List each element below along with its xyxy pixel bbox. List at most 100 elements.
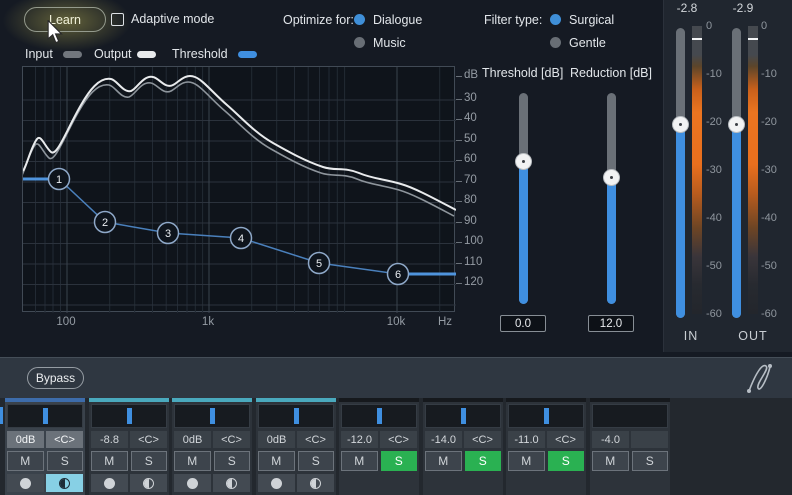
strip-pan-value[interactable]: <C>	[213, 431, 250, 448]
mute-button[interactable]: M	[7, 451, 44, 471]
strip-gain-slider[interactable]	[258, 404, 334, 428]
strip-gain-value[interactable]: -8.8	[91, 431, 128, 448]
solo-button[interactable]: S	[297, 451, 334, 471]
mono-channel-button[interactable]	[7, 474, 44, 492]
strip-pan-value[interactable]: <C>	[464, 431, 501, 448]
output-toggle[interactable]	[137, 51, 156, 58]
strip-gain-value[interactable]: -14.0	[425, 431, 462, 448]
strip-gain-handle[interactable]	[460, 408, 466, 424]
channel-strip[interactable]: -11.0 <C> M S	[506, 398, 586, 495]
bypass-button[interactable]: Bypass	[27, 367, 84, 389]
music-radio[interactable]	[354, 37, 365, 48]
dialogue-label: Dialogue	[373, 13, 423, 27]
mute-button[interactable]: M	[258, 451, 295, 471]
in-gain-slider-knob[interactable]	[672, 116, 689, 133]
mono-channel-button[interactable]	[174, 474, 211, 492]
threshold-toggle[interactable]	[238, 51, 257, 58]
strip-pan-value[interactable]: <C>	[547, 431, 584, 448]
threshold-curve[interactable]	[23, 178, 456, 275]
reduction-slider-knob[interactable]	[603, 169, 620, 186]
strip-gain-handle[interactable]	[42, 408, 48, 424]
channel-strip[interactable]: 0dB <C> M S	[256, 398, 336, 495]
channel-strip[interactable]: -14.0 <C> M S	[423, 398, 503, 495]
strip-gain-value[interactable]: -11.0	[508, 431, 545, 448]
mute-button[interactable]: M	[341, 451, 378, 471]
solo-button[interactable]: S	[380, 451, 417, 471]
svg-text:5: 5	[316, 258, 322, 270]
channel-strip[interactable]: -8.8 <C> M S	[89, 398, 169, 495]
learn-button[interactable]: Learn	[24, 7, 106, 32]
stereo-channel-button[interactable]	[46, 474, 83, 492]
strip-pan-value[interactable]: <C>	[130, 431, 167, 448]
mute-button[interactable]: M	[425, 451, 462, 471]
strip-gain-handle[interactable]	[209, 408, 215, 424]
reduction-slider[interactable]	[603, 93, 620, 304]
threshold-node[interactable]: 6	[386, 262, 410, 286]
mute-button[interactable]: M	[592, 451, 629, 471]
out-level-readout: -2.9	[732, 1, 754, 15]
strip-pan-value[interactable]: <C>	[46, 431, 83, 448]
channel-strip[interactable]: -12.0 <C> M S	[339, 398, 419, 495]
stereo-channel-button[interactable]	[213, 474, 250, 492]
reduction-value-field[interactable]: 12.0	[588, 315, 634, 332]
mono-channel-button[interactable]	[91, 474, 128, 492]
channel-strip[interactable]: 0dB <C> M S	[172, 398, 252, 495]
strip-gain-slider[interactable]	[7, 404, 83, 428]
threshold-value-field[interactable]: 0.0	[500, 315, 546, 332]
threshold-slider-knob[interactable]	[515, 153, 532, 170]
strip-gain-value[interactable]: 0dB	[258, 431, 295, 448]
solo-button[interactable]: S	[631, 451, 668, 471]
stereo-channel-button[interactable]	[297, 474, 334, 492]
strip-gain-slider[interactable]	[508, 404, 584, 428]
threshold-node[interactable]: 2	[93, 210, 117, 234]
solo-button[interactable]: S	[130, 451, 167, 471]
strip-gain-handle[interactable]	[543, 408, 549, 424]
adaptive-mode-checkbox[interactable]	[111, 13, 124, 26]
mute-button[interactable]: M	[91, 451, 128, 471]
surgical-radio[interactable]	[550, 14, 561, 25]
gentle-radio[interactable]	[550, 37, 561, 48]
solo-button[interactable]: S	[464, 451, 501, 471]
channel-strip[interactable]: -4.0 M S	[590, 398, 670, 495]
spectrum-graph[interactable]: 1 2 3 4 5 6	[20, 66, 457, 313]
threshold-node[interactable]: 1	[47, 167, 71, 191]
threshold-node[interactable]: 4	[229, 226, 253, 250]
strip-pan-value[interactable]	[631, 431, 668, 448]
dialogue-radio[interactable]	[354, 14, 365, 25]
strip-accent	[590, 398, 670, 402]
strip-gain-slider[interactable]	[91, 404, 167, 428]
solo-button[interactable]: S	[46, 451, 83, 471]
threshold-node[interactable]: 5	[307, 251, 331, 275]
channel-strip[interactable]: 0dB <C> M S	[5, 398, 85, 495]
strip-gain-value[interactable]: -12.0	[341, 431, 378, 448]
strip-gain-value[interactable]: 0dB	[174, 431, 211, 448]
filter-type-label: Filter type:	[484, 13, 543, 27]
mute-button[interactable]: M	[174, 451, 211, 471]
stereo-channel-button[interactable]	[130, 474, 167, 492]
mute-button[interactable]: M	[508, 451, 545, 471]
input-toggle[interactable]	[63, 51, 82, 58]
strip-gain-handle[interactable]	[126, 408, 132, 424]
strip-gain-slider[interactable]	[592, 404, 668, 428]
threshold-node[interactable]: 3	[156, 221, 180, 245]
strip-gain-handle[interactable]	[376, 408, 382, 424]
db-axis-tick: 50	[456, 133, 490, 145]
out-gain-slider[interactable]	[728, 28, 745, 318]
threshold-slider[interactable]	[515, 93, 532, 304]
db-axis-tick: 80	[456, 194, 490, 206]
out-gain-slider-knob[interactable]	[728, 116, 745, 133]
solo-button[interactable]: S	[213, 451, 250, 471]
strip-pan-value[interactable]: <C>	[380, 431, 417, 448]
strip-gain-value[interactable]: 0dB	[7, 431, 44, 448]
solo-button[interactable]: S	[547, 451, 584, 471]
meter-scale-tick: 0	[761, 20, 768, 32]
strip-gain-slider[interactable]	[425, 404, 501, 428]
in-gain-slider[interactable]	[672, 28, 689, 318]
strip-gain-value[interactable]: -4.0	[592, 431, 629, 448]
strip-gain-slider[interactable]	[341, 404, 417, 428]
strip-pan-value[interactable]: <C>	[297, 431, 334, 448]
strip-gain-slider[interactable]	[174, 404, 250, 428]
mono-channel-button[interactable]	[258, 474, 295, 492]
strip-gain-handle[interactable]	[293, 408, 299, 424]
